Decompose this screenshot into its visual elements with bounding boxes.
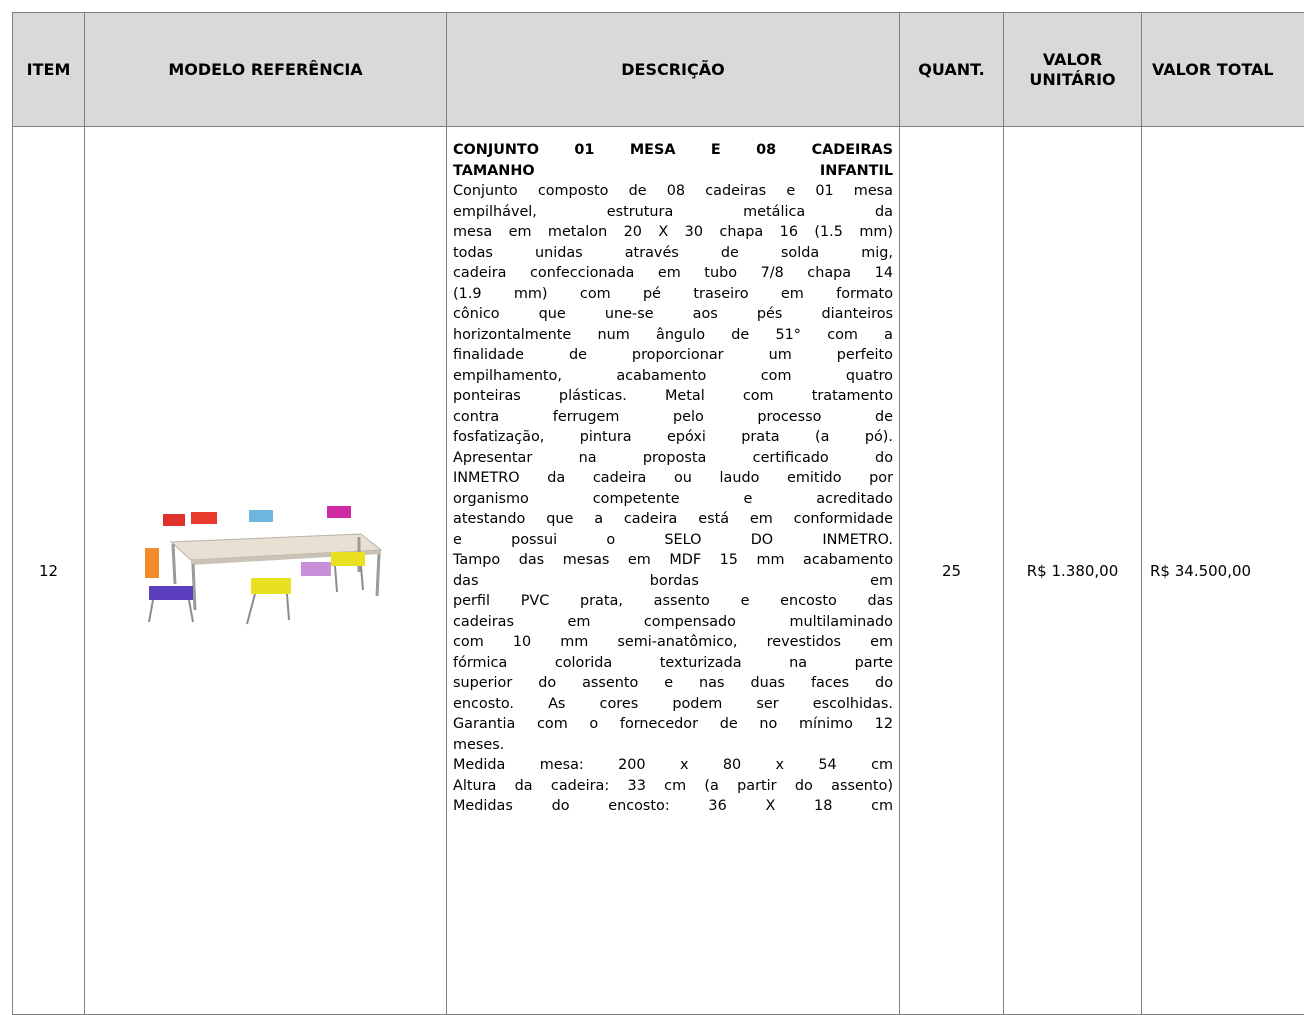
description-title: TAMANHO INFANTIL (453, 161, 893, 182)
description-line: INMETRO da cadeira ou laudo emitido por (453, 468, 893, 489)
description-line: cadeira confeccionada em tubo 7/8 chapa … (453, 263, 893, 284)
description-line: perfil PVC prata, assento e encosto das (453, 591, 893, 612)
description-line: Garantia com o fornecedor de no mínimo 1… (453, 714, 893, 735)
description-line: cadeiras em compensado multilaminado (453, 612, 893, 633)
description-line: superior do assento e nas duas faces do (453, 673, 893, 694)
description-line: fosfatização, pintura epóxi prata (a pó)… (453, 427, 893, 448)
description-line: finalidade de proporcionar um perfeito (453, 345, 893, 366)
description-line: atestando que a cadeira está em conformi… (453, 509, 893, 530)
product-image (131, 492, 401, 632)
description-line: Altura da cadeira: 33 cm (a partir do as… (453, 776, 893, 797)
description-line: mesa em metalon 20 X 30 chapa 16 (1.5 mm… (453, 222, 893, 243)
description-line: meses. (453, 735, 893, 756)
description-line: fórmica colorida texturizada na parte (453, 653, 893, 674)
header-cell: QUANT. (900, 13, 1004, 127)
description-line: e possui o SELO DO INMETRO. (453, 530, 893, 551)
header-cell: MODELO REFERÊNCIA (85, 13, 447, 127)
total-value-cell: R$ 34.500,00 (1142, 127, 1304, 1015)
description-line: contra ferrugem pelo processo de (453, 407, 893, 428)
header-cell: DESCRIÇÃO (447, 13, 900, 127)
description-line: todas unidas através de solda mig, (453, 243, 893, 264)
product-table: ITEM MODELO REFERÊNCIA DESCRIÇÃO QUANT. … (12, 12, 1304, 1015)
description-line: ponteiras plásticas. Metal com tratament… (453, 386, 893, 407)
description-line: empilhamento, acabamento com quatro (453, 366, 893, 387)
description-line: Medidas do encosto: 36 X 18 cm (453, 796, 893, 817)
description-title: CONJUNTO 01 MESA E 08 CADEIRAS (453, 140, 893, 161)
quantity-cell: 25 (900, 127, 1004, 1015)
description-line: com 10 mm semi-anatômico, revestidos em (453, 632, 893, 653)
header-cell: VALOR TOTAL (1142, 13, 1304, 127)
description-line: Apresentar na proposta certificado do (453, 448, 893, 469)
description-line: cônico que une-se aos pés dianteiros (453, 304, 893, 325)
description-line: (1.9 mm) com pé traseiro em formato (453, 284, 893, 305)
header-cell: ITEM (13, 13, 85, 127)
description-line: Conjunto composto de 08 cadeiras e 01 me… (453, 181, 893, 202)
header-cell: VALOR UNITÁRIO (1004, 13, 1142, 127)
item-cell: 12 (13, 127, 85, 1015)
description-line: Tampo das mesas em MDF 15 mm acabamento (453, 550, 893, 571)
description-line: Medida mesa: 200 x 80 x 54 cm (453, 755, 893, 776)
page: ITEM MODELO REFERÊNCIA DESCRIÇÃO QUANT. … (0, 0, 1304, 988)
description-line: organismo competente e acreditado (453, 489, 893, 510)
image-cell (85, 127, 447, 1015)
description-line: encosto. As cores podem ser escolhidas. (453, 694, 893, 715)
unit-value-cell: R$ 1.380,00 (1004, 127, 1142, 1015)
header-text: VALOR UNITÁRIO (1023, 50, 1123, 90)
body-row: 12 (13, 127, 1304, 1015)
description-line: das bordas em (453, 571, 893, 592)
description-line: horizontalmente num ângulo de 51° com a (453, 325, 893, 346)
header-row: ITEM MODELO REFERÊNCIA DESCRIÇÃO QUANT. … (13, 13, 1304, 127)
description-line: empilhável, estrutura metálica da (453, 202, 893, 223)
